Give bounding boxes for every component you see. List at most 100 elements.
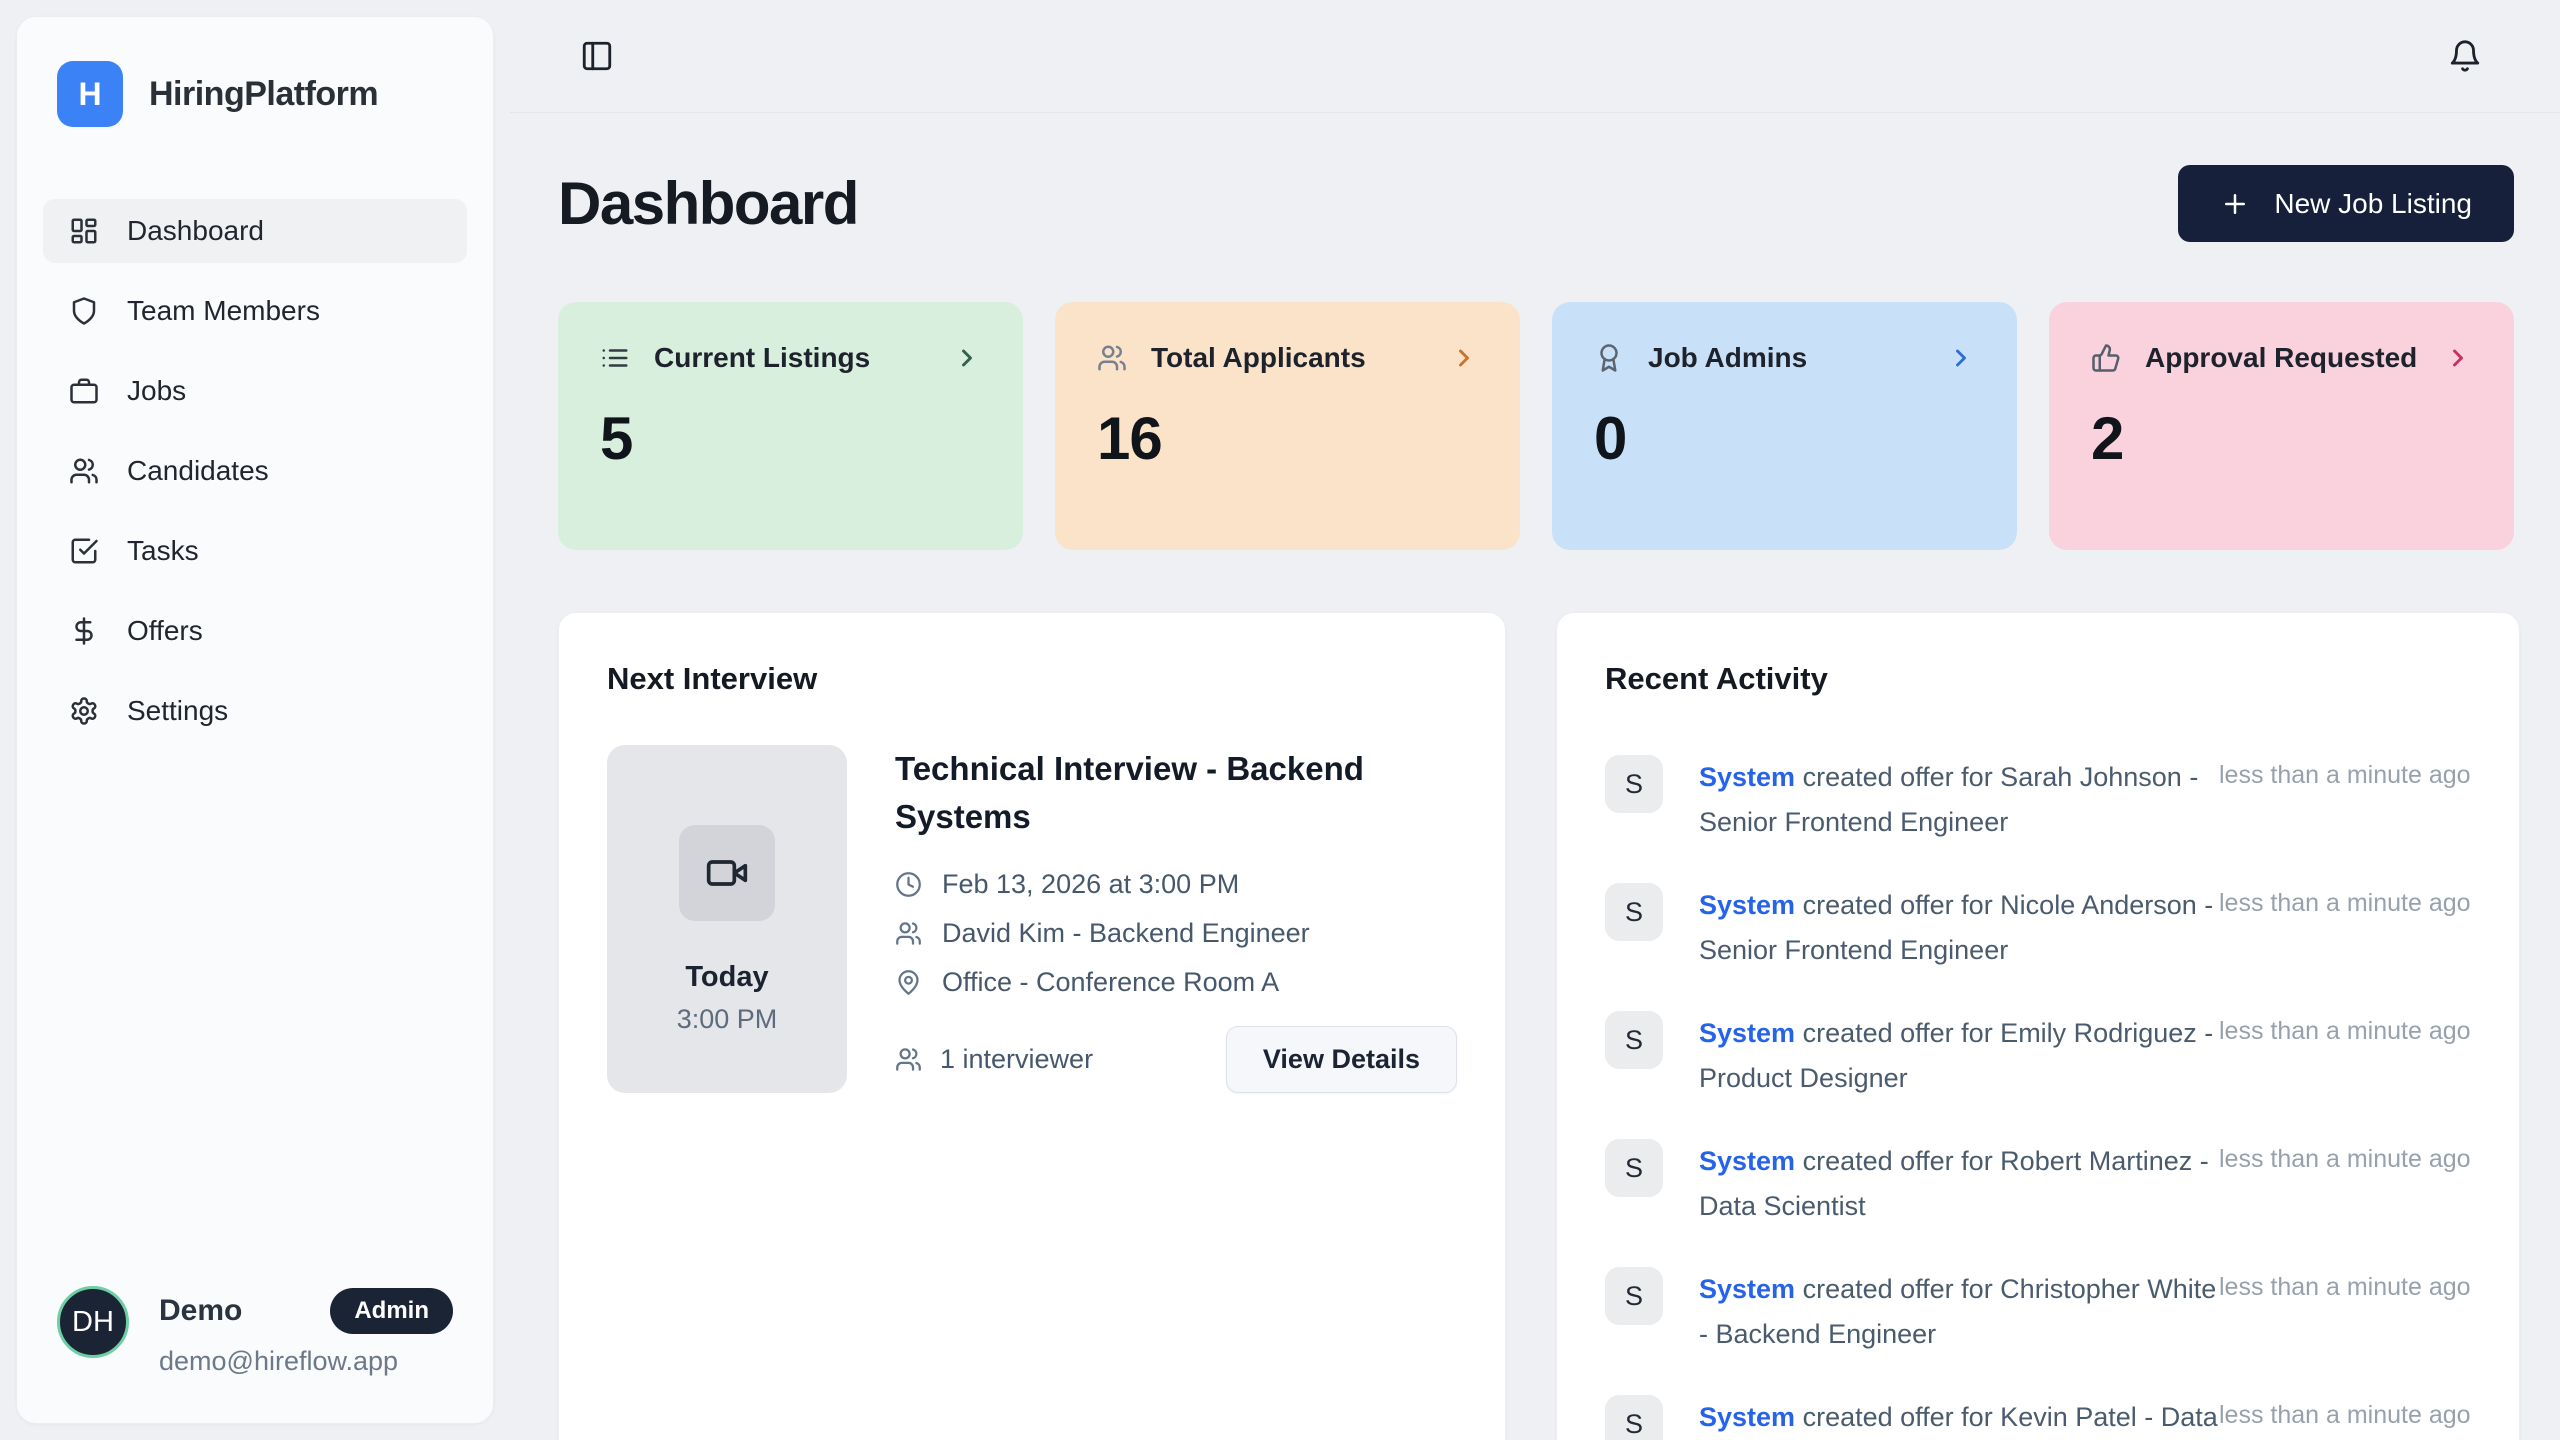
- recent-activity-title: Recent Activity: [1605, 661, 1828, 696]
- sidebar-toggle-button[interactable]: [574, 33, 620, 79]
- activity-timestamp: less than a minute ago: [2219, 1273, 2471, 1301]
- activity-item[interactable]: S System created offer for Christopher W…: [1605, 1267, 2471, 1357]
- users-icon: [896, 922, 921, 945]
- user-info: Demo Admin demo@hireflow.app: [159, 1286, 453, 1377]
- dashboard-icon: [71, 218, 97, 244]
- stat-card-approval-requested[interactable]: Approval Requested 2: [2049, 302, 2514, 550]
- activity-description: created offer for Emily Rodriguez - Prod…: [1699, 1018, 2214, 1093]
- sidebar-nav: Dashboard Team Members Jobs Candidates T…: [17, 199, 493, 743]
- stats-row: Current Listings 5 Total Applicants 16 J…: [558, 302, 2514, 550]
- briefcase-icon: [70, 378, 98, 404]
- users-icon: [1098, 345, 1126, 371]
- activity-actor-link[interactable]: System: [1699, 890, 1796, 920]
- activity-avatar: S: [1605, 755, 1663, 813]
- check-square-icon: [71, 538, 98, 564]
- activity-item[interactable]: S System created offer for Kevin Patel -…: [1605, 1395, 2471, 1440]
- stat-value: 0: [1594, 405, 1627, 472]
- user-card[interactable]: DH Demo Admin demo@hireflow.app: [17, 1248, 493, 1423]
- stat-label: Job Admins: [1648, 342, 1808, 373]
- activity-timestamp: less than a minute ago: [2219, 889, 2471, 917]
- sidebar-item-label: Candidates: [127, 455, 269, 486]
- activity-item[interactable]: S System created offer for Nicole Anders…: [1605, 883, 2471, 973]
- activity-actor-link[interactable]: System: [1699, 1146, 1796, 1176]
- activity-text: System created offer for Christopher Whi…: [1699, 1267, 2219, 1357]
- activity-text: System created offer for Nicole Anderson…: [1699, 883, 2219, 973]
- notifications-button[interactable]: [2442, 33, 2488, 79]
- sidebar-item-candidates[interactable]: Candidates: [43, 439, 467, 503]
- map-pin-icon: [898, 970, 919, 995]
- activity-avatar: S: [1605, 1395, 1663, 1440]
- activity-avatar: S: [1605, 1011, 1663, 1069]
- sidebar-item-tasks[interactable]: Tasks: [43, 519, 467, 583]
- sidebar-item-jobs[interactable]: Jobs: [43, 359, 467, 423]
- next-interview-panel: Next Interview Today 3:00 PM Technical I…: [558, 612, 1506, 1440]
- activity-actor-link[interactable]: System: [1699, 1402, 1796, 1432]
- sidebar-item-label: Tasks: [127, 535, 199, 566]
- recent-activity-panel: Recent Activity S System created offer f…: [1556, 612, 2520, 1440]
- stat-label: Approval Requested: [2145, 342, 2418, 373]
- sidebar-item-team-members[interactable]: Team Members: [43, 279, 467, 343]
- interview-candidate: David Kim - Backend Engineer: [942, 918, 1310, 948]
- activity-list: S System created offer for Sarah Johnson…: [1605, 755, 2471, 1440]
- interview-location-row: Office - Conference Room A: [895, 967, 1457, 998]
- activity-actor-link[interactable]: System: [1699, 1018, 1796, 1048]
- interview-title: Technical Interview - Backend Systems: [895, 750, 1364, 835]
- activity-text: System created offer for Kevin Patel - D…: [1699, 1395, 2219, 1440]
- sidebar-item-dashboard[interactable]: Dashboard: [43, 199, 467, 263]
- activity-avatar: S: [1605, 1139, 1663, 1197]
- interview-datetime: Feb 13, 2026 at 3:00 PM: [942, 869, 1240, 899]
- user-email: demo@hireflow.app: [159, 1346, 399, 1376]
- sidebar: H HiringPlatform Dashboard Team Members …: [16, 16, 494, 1424]
- activity-timestamp: less than a minute ago: [2219, 1145, 2471, 1173]
- activity-description: created offer for Nicole Anderson - Seni…: [1699, 890, 2214, 965]
- interviewer-count: 1 interviewer: [895, 1044, 1093, 1075]
- sidebar-item-label: Dashboard: [127, 215, 264, 246]
- activity-item[interactable]: S System created offer for Sarah Johnson…: [1605, 755, 2471, 845]
- activity-item[interactable]: S System created offer for Robert Martin…: [1605, 1139, 2471, 1229]
- thumbs-up-icon: [2092, 344, 2120, 372]
- stat-card-current-listings[interactable]: Current Listings 5: [558, 302, 1023, 550]
- plus-icon: [2225, 193, 2246, 214]
- role-badge: Admin: [330, 1288, 453, 1334]
- sidebar-item-label: Team Members: [127, 295, 320, 326]
- view-details-button[interactable]: View Details: [1225, 1026, 1457, 1093]
- activity-actor-link[interactable]: System: [1699, 1274, 1796, 1304]
- activity-actor-link[interactable]: System: [1699, 762, 1796, 792]
- avatar: DH: [57, 1286, 129, 1358]
- activity-description: created offer for Sarah Johnson - Senior…: [1699, 762, 2199, 837]
- sidebar-item-offers[interactable]: Offers: [43, 599, 467, 663]
- activity-avatar: S: [1605, 883, 1663, 941]
- avatar-initials: DH: [72, 1305, 114, 1338]
- page-header: Dashboard New Job Listing: [558, 165, 2514, 242]
- sidebar-item-label: Settings: [127, 695, 229, 726]
- activity-item[interactable]: S System created offer for Emily Rodrigu…: [1605, 1011, 2471, 1101]
- brand-logo: H: [57, 61, 123, 127]
- activity-description: created offer for Robert Martinez - Data…: [1699, 1146, 2209, 1221]
- interview-candidate-row: David Kim - Backend Engineer: [895, 918, 1457, 949]
- bell-icon: [2450, 40, 2480, 72]
- activity-text: System created offer for Sarah Johnson -…: [1699, 755, 2219, 845]
- activity-description: created offer for Christopher White - Ba…: [1699, 1274, 2217, 1349]
- interview-datetime-row: Feb 13, 2026 at 3:00 PM: [895, 869, 1457, 900]
- sidebar-item-settings[interactable]: Settings: [43, 679, 467, 743]
- activity-timestamp: less than a minute ago: [2219, 1017, 2471, 1045]
- chevron-right-icon: [1956, 349, 1966, 367]
- award-icon: [1600, 344, 1618, 372]
- interview-day: Today: [685, 961, 769, 993]
- panel-left-icon: [582, 41, 612, 71]
- shield-icon: [72, 297, 96, 325]
- new-job-listing-button[interactable]: New Job Listing: [2178, 165, 2514, 242]
- chevron-right-icon: [962, 349, 972, 367]
- user-name: Demo: [159, 1294, 243, 1327]
- activity-text: System created offer for Emily Rodriguez…: [1699, 1011, 2219, 1101]
- dollar-icon: [75, 617, 93, 645]
- brand-name: HiringPlatform: [149, 74, 379, 113]
- stat-card-job-admins[interactable]: Job Admins 0: [1552, 302, 2017, 550]
- sidebar-item-label: Offers: [127, 615, 203, 646]
- page-title: Dashboard: [558, 170, 859, 237]
- brand: H HiringPlatform: [17, 17, 493, 127]
- stat-label: Total Applicants: [1151, 342, 1366, 373]
- stat-card-total-applicants[interactable]: Total Applicants 16: [1055, 302, 1520, 550]
- chevron-right-icon: [1459, 349, 1469, 367]
- activity-timestamp: less than a minute ago: [2219, 761, 2471, 789]
